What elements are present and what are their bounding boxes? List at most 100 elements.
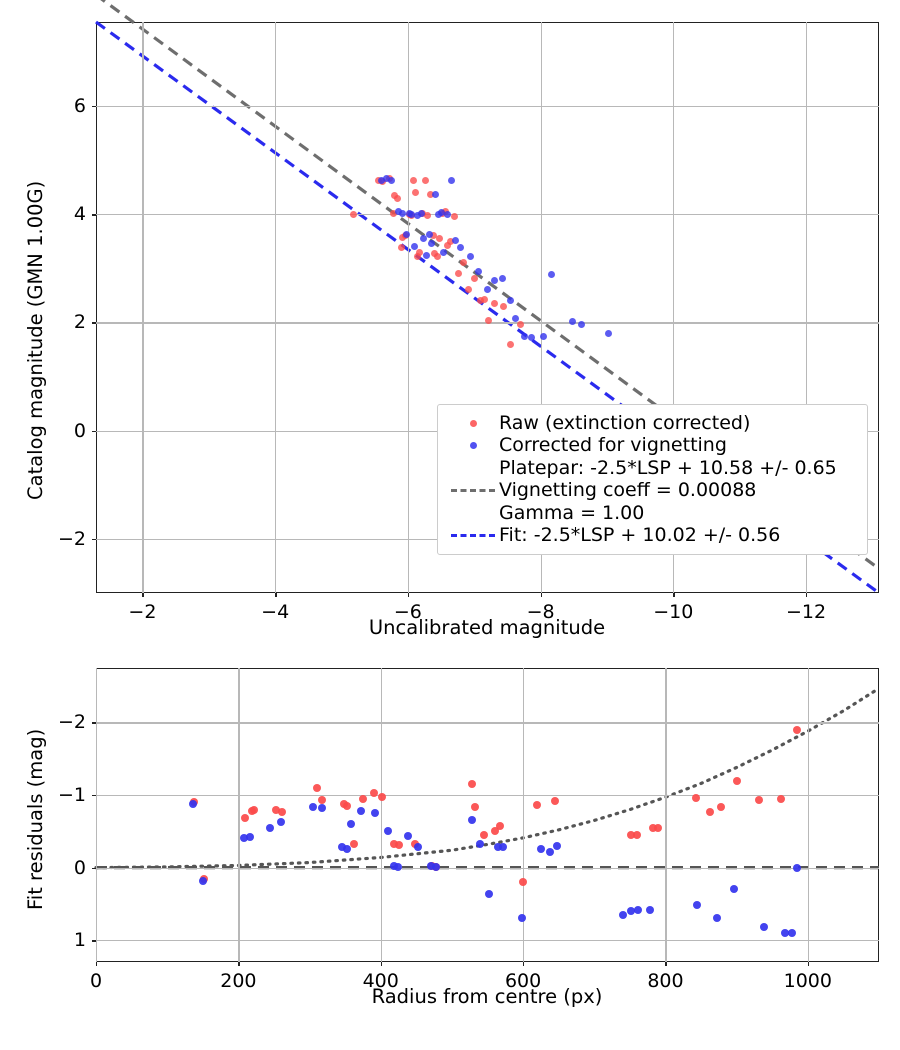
data-point: [511, 314, 519, 322]
data-point: [413, 842, 422, 851]
data-point: [627, 830, 636, 839]
data-point: [277, 817, 286, 826]
data-point: [378, 793, 387, 802]
data-point: [521, 332, 529, 340]
data-point: [496, 822, 505, 831]
data-point: [250, 805, 259, 814]
data-point: [448, 177, 456, 185]
data-point: [433, 252, 441, 260]
data-point: [568, 317, 576, 325]
data-point: [349, 210, 357, 218]
x-tick-label: 0: [89, 970, 103, 992]
data-point: [474, 268, 482, 275]
y-tick: [92, 867, 96, 870]
x-tick-label: −2: [128, 601, 157, 623]
x-tick: [806, 593, 808, 597]
data-point: [457, 244, 465, 252]
gridline-vertical: [673, 22, 675, 593]
data-point: [240, 833, 249, 842]
data-point: [377, 177, 385, 185]
gridline-horizontal: [96, 940, 879, 942]
data-point: [604, 329, 612, 337]
legend-marker-raw-icon: [447, 419, 499, 427]
y-tick-label: 4: [73, 203, 86, 226]
gridline-horizontal: [96, 867, 879, 869]
x-tick-label: 200: [220, 970, 257, 992]
gridline-horizontal: [96, 722, 879, 724]
data-point: [716, 803, 725, 812]
data-point: [342, 801, 351, 810]
data-point: [527, 334, 535, 342]
data-point: [416, 248, 424, 256]
y-tick: [92, 722, 96, 724]
data-point: [547, 271, 555, 279]
data-point: [481, 296, 489, 304]
data-point: [578, 321, 586, 329]
y-tick-label: 0: [73, 419, 86, 442]
data-point: [389, 209, 397, 217]
legend-marker-corrected-icon: [447, 442, 499, 450]
data-point: [517, 321, 525, 329]
data-point: [507, 340, 515, 348]
data-point: [471, 803, 480, 812]
data-point: [755, 796, 764, 805]
data-point: [245, 833, 254, 842]
gridline-vertical: [523, 668, 525, 962]
data-point: [437, 209, 445, 216]
data-point: [484, 889, 493, 898]
data-point: [411, 243, 418, 251]
data-point: [199, 877, 208, 886]
data-point: [466, 252, 474, 260]
data-point: [312, 783, 321, 792]
data-point: [403, 832, 412, 841]
data-point: [632, 830, 641, 839]
gridline-vertical: [540, 22, 542, 593]
y-tick: [92, 322, 96, 324]
data-point: [337, 843, 346, 852]
data-point: [551, 796, 560, 805]
x-tick: [142, 593, 144, 597]
data-point: [266, 823, 275, 832]
legend-row: Raw (extinction corrected): [447, 412, 858, 434]
data-point: [391, 191, 399, 199]
data-point: [627, 907, 636, 916]
y-tick: [92, 430, 96, 433]
data-point: [432, 191, 440, 199]
data-point: [440, 248, 448, 256]
data-point: [356, 807, 365, 815]
data-point: [188, 800, 197, 809]
plot-line-vignetting-curve: [94, 686, 881, 870]
data-point: [536, 845, 545, 854]
legend-label: Corrected for vignetting: [499, 434, 727, 457]
data-point: [417, 209, 425, 217]
data-point: [241, 814, 250, 823]
legend-dash-gray-icon: [447, 488, 499, 492]
data-point: [349, 839, 358, 848]
legend-row: Gamma = 1.00: [447, 502, 858, 524]
legend-row: Platepar: -2.5*LSP + 10.58 +/- 0.65: [447, 457, 858, 479]
legend-row: Vignetting coeff = 0.00088: [447, 479, 858, 501]
y-tick-label: 1: [73, 929, 86, 952]
data-point: [432, 862, 441, 871]
data-point: [517, 914, 526, 923]
data-point: [394, 841, 403, 850]
gridline-vertical: [807, 668, 809, 962]
y-tick-label: −1: [57, 784, 86, 807]
data-point: [395, 208, 403, 216]
y-tick: [92, 105, 96, 108]
data-point: [425, 231, 433, 239]
data-point: [759, 923, 768, 932]
data-point: [793, 863, 802, 872]
data-point: [424, 211, 432, 219]
data-point: [413, 211, 421, 219]
y-tick: [92, 214, 96, 216]
data-point: [429, 232, 437, 240]
data-point: [793, 726, 802, 735]
data-point: [397, 244, 405, 252]
data-point: [408, 211, 416, 219]
data-point: [388, 177, 396, 185]
legend-label: Platepar: -2.5*LSP + 10.58 +/- 0.65: [499, 456, 837, 479]
data-point: [484, 286, 491, 294]
data-point: [498, 274, 506, 282]
